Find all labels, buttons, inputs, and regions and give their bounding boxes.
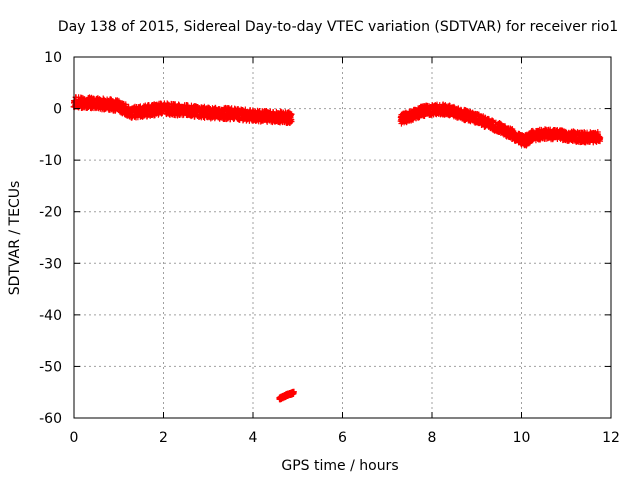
data-point: [115, 97, 122, 104]
y-tick-label: -20: [39, 205, 62, 221]
x-tick-label: 10: [513, 430, 531, 446]
y-tick-label: -10: [39, 153, 62, 169]
chart-title: Day 138 of 2015, Sidereal Day-to-day VTE…: [58, 19, 618, 35]
x-axis-label: GPS time / hours: [281, 458, 398, 474]
data-point: [597, 134, 604, 141]
x-tick-label: 2: [159, 430, 168, 446]
series-1: [70, 94, 295, 126]
x-tick-label: 8: [428, 430, 437, 446]
y-tick-label: -30: [39, 256, 62, 272]
y-tick-label: 10: [44, 50, 62, 66]
data-points: [70, 94, 604, 403]
y-tick-label: -60: [39, 411, 62, 427]
x-tick-label: 4: [249, 430, 258, 446]
y-tick-label: -40: [39, 308, 62, 324]
data-point: [289, 389, 296, 396]
axis-ticks: 0 2 4 6 8 10 12 10 0 -10 -20 -30 -40 -50 -60: [39, 50, 620, 446]
data-point: [288, 118, 295, 125]
series-2: [397, 101, 604, 149]
x-tick-label: 0: [70, 430, 79, 446]
series-3: [276, 388, 297, 403]
y-tick-label: -50: [39, 359, 62, 375]
y-axis-label: SDTVAR / TECUs: [7, 181, 23, 296]
data-point: [288, 111, 295, 118]
x-tick-label: 12: [602, 430, 620, 446]
y-tick-label: 0: [53, 102, 62, 118]
x-tick-label: 6: [338, 430, 347, 446]
